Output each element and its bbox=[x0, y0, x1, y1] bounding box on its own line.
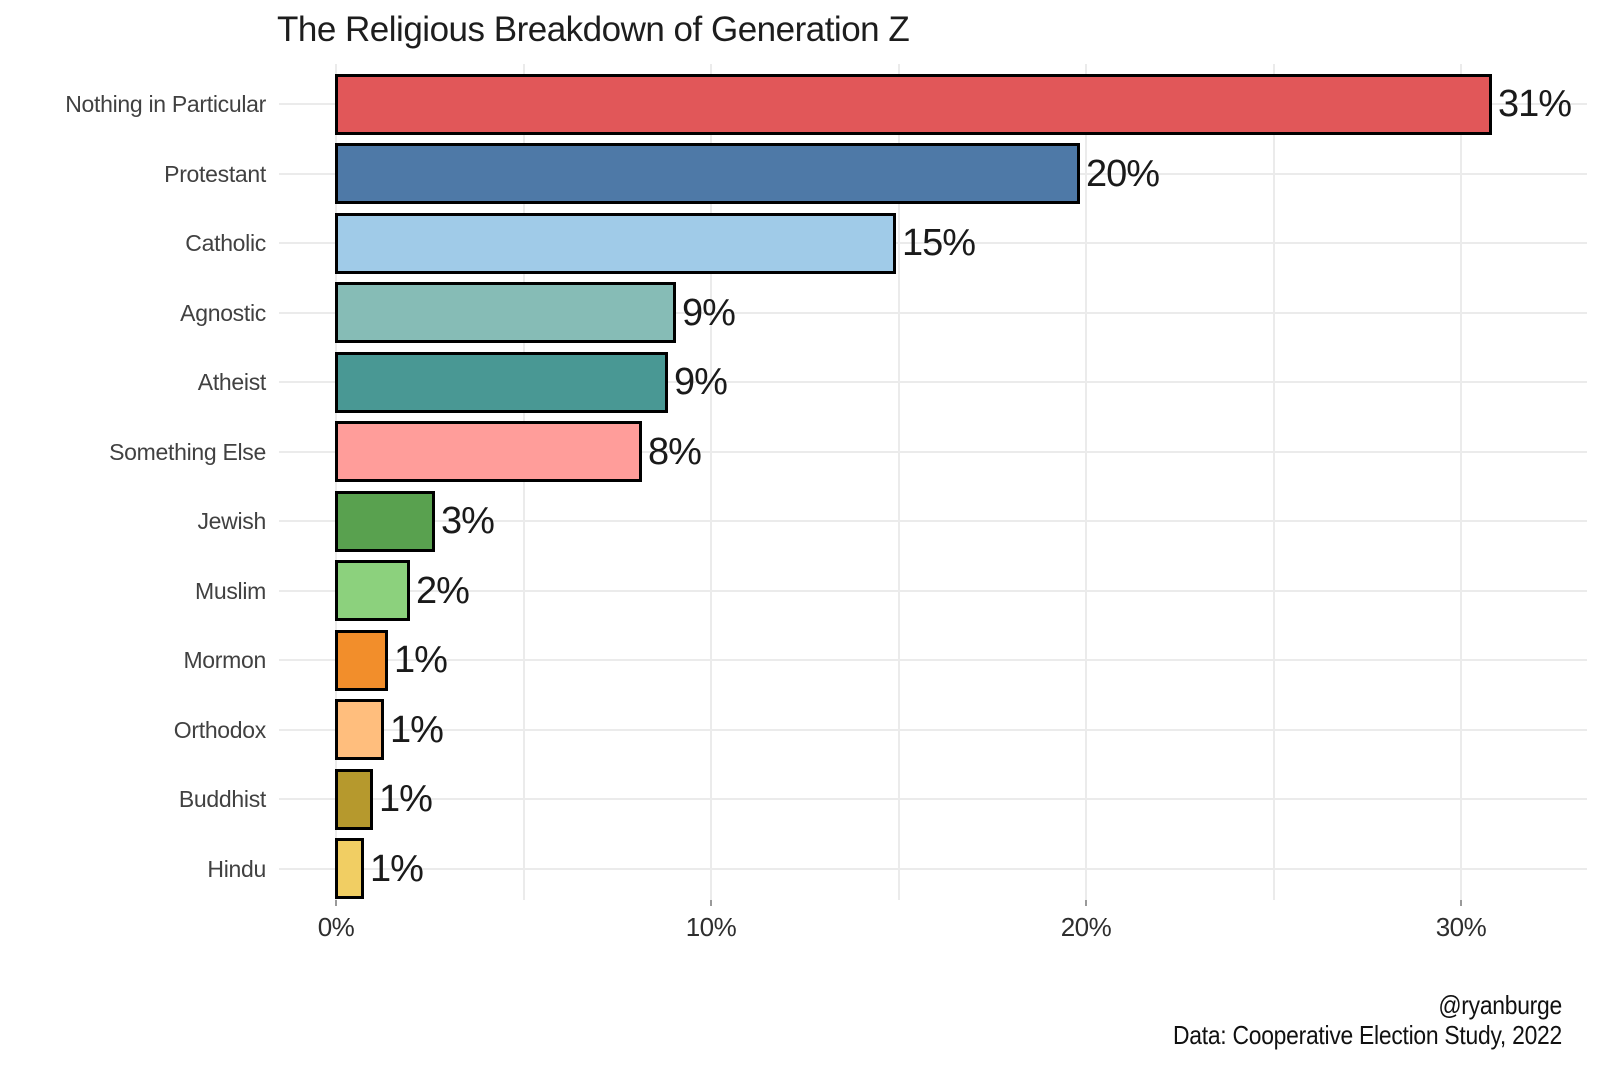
chart-title: The Religious Breakdown of Generation Z bbox=[277, 10, 910, 49]
h-gridline bbox=[279, 867, 1587, 870]
bar-nothing-in-particular bbox=[335, 73, 1492, 135]
category-label: Something Else bbox=[109, 438, 266, 465]
h-gridline bbox=[279, 311, 1587, 314]
v-gridline bbox=[897, 64, 900, 900]
category-label: Agnostic bbox=[180, 299, 266, 326]
value-label: 1% bbox=[370, 847, 424, 890]
category-label: Mormon bbox=[183, 647, 266, 673]
bar-jewish bbox=[335, 490, 435, 552]
credit-handle: @ryanburge bbox=[1438, 990, 1562, 1020]
value-label: 1% bbox=[379, 778, 433, 820]
bar-hindu bbox=[335, 838, 364, 899]
value-label: 2% bbox=[416, 569, 470, 612]
bar-orthodox bbox=[335, 699, 384, 760]
value-label: 9% bbox=[682, 291, 736, 334]
h-gridline bbox=[279, 659, 1587, 661]
x-tick-label: 20% bbox=[1060, 912, 1112, 942]
x-tick-label: 30% bbox=[1435, 912, 1487, 942]
v-gridline bbox=[1085, 64, 1087, 900]
v-gridline bbox=[522, 64, 525, 900]
category-label: Muslim bbox=[194, 577, 266, 604]
category-label: Hindu bbox=[207, 855, 266, 882]
bar-muslim bbox=[335, 560, 410, 621]
x-tick-mark bbox=[335, 900, 337, 906]
bar-buddhist bbox=[335, 768, 373, 830]
x-tick-mark bbox=[1460, 900, 1462, 906]
data-source: Data: Cooperative Election Study, 2022 bbox=[1173, 1020, 1562, 1050]
footer-credits: @ryanburge Data: Cooperative Election St… bbox=[1173, 990, 1562, 1050]
bar-mormon bbox=[335, 629, 388, 691]
category-label: Buddhist bbox=[178, 786, 266, 812]
value-label: 15% bbox=[902, 222, 976, 264]
category-label: Protestant bbox=[164, 160, 266, 187]
bar-atheist bbox=[335, 351, 668, 413]
v-gridline bbox=[1272, 64, 1275, 900]
v-gridline bbox=[710, 64, 712, 900]
x-tick-mark bbox=[710, 900, 712, 906]
h-gridline bbox=[279, 450, 1587, 453]
category-label: Catholic bbox=[185, 230, 266, 256]
x-tick-label: 0% bbox=[317, 912, 355, 942]
value-label: 3% bbox=[441, 500, 495, 542]
bar-something-else bbox=[335, 421, 642, 482]
value-label: 9% bbox=[674, 361, 728, 403]
h-gridline bbox=[279, 798, 1587, 800]
value-label: 31% bbox=[1498, 83, 1572, 125]
v-gridline bbox=[335, 64, 337, 900]
value-label: 1% bbox=[394, 639, 448, 681]
category-label: Orthodox bbox=[173, 716, 267, 743]
h-gridline bbox=[279, 520, 1587, 522]
bar-catholic bbox=[335, 212, 896, 274]
bar-agnostic bbox=[335, 282, 676, 343]
bar-protestant bbox=[335, 143, 1080, 204]
category-label: Atheist bbox=[197, 369, 267, 395]
v-gridline bbox=[1460, 64, 1462, 900]
h-gridline bbox=[279, 381, 1587, 383]
h-gridline bbox=[279, 242, 1587, 244]
x-tick-mark bbox=[1085, 900, 1087, 906]
h-gridline bbox=[279, 728, 1587, 731]
value-label: 20% bbox=[1086, 152, 1160, 195]
value-label: 1% bbox=[390, 708, 444, 751]
value-label: 8% bbox=[648, 430, 702, 473]
x-tick-label: 10% bbox=[685, 912, 737, 942]
category-label: Jewish bbox=[197, 508, 266, 534]
h-gridline bbox=[279, 589, 1587, 592]
category-label: Nothing in Particular bbox=[65, 91, 266, 117]
